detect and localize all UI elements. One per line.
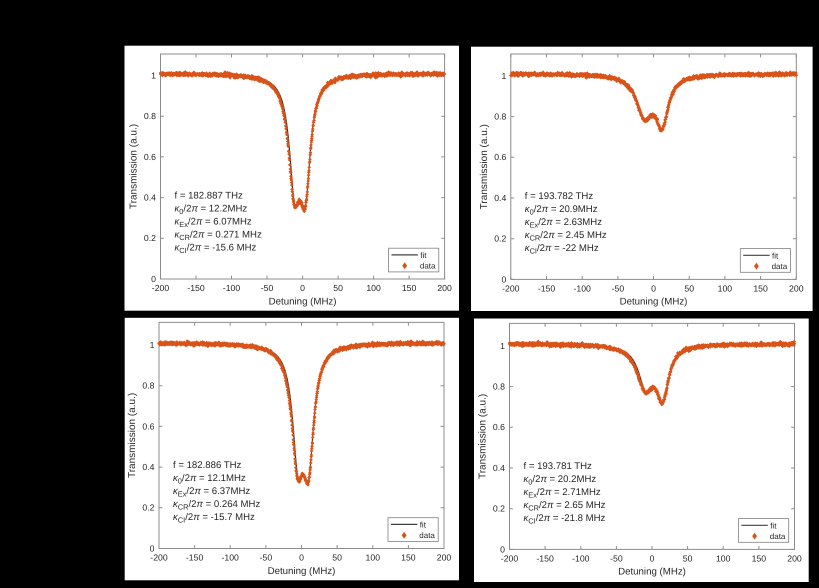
svg-text:-150: -150 (536, 553, 554, 563)
svg-text:Transmission (a.u.): Transmission (a.u.) (127, 393, 138, 478)
svg-text:-200: -200 (502, 283, 520, 293)
svg-text:100: 100 (366, 283, 381, 293)
svg-text:data: data (419, 531, 435, 540)
svg-text:fit: fit (420, 520, 427, 529)
svg-text:Detuning (MHz): Detuning (MHz) (618, 567, 686, 578)
svg-text:-50: -50 (610, 553, 623, 563)
svg-text:0: 0 (500, 544, 505, 554)
svg-text:-100: -100 (574, 283, 592, 293)
svg-text:-100: -100 (572, 553, 590, 563)
svg-text:-200: -200 (150, 553, 168, 563)
svg-text:0.6: 0.6 (494, 152, 506, 162)
svg-text:κCI/2π = -22 MHz: κCI/2π = -22 MHz (525, 243, 599, 256)
svg-text:0: 0 (151, 274, 156, 284)
svg-text:Transmission (a.u.): Transmission (a.u.) (479, 124, 490, 209)
svg-text:50: 50 (684, 283, 694, 293)
svg-text:0.4: 0.4 (494, 193, 506, 203)
svg-text:0.8: 0.8 (144, 111, 156, 121)
svg-text:100: 100 (716, 553, 731, 563)
svg-text:data: data (772, 262, 788, 271)
svg-text:κ0/2π = 12.1MHz: κ0/2π = 12.1MHz (173, 473, 246, 486)
svg-text:κEx/2π = 2.63MHz: κEx/2π = 2.63MHz (525, 217, 602, 230)
svg-text:data: data (420, 262, 436, 271)
svg-text:κ0/2π = 12.2MHz: κ0/2π = 12.2MHz (175, 204, 248, 217)
svg-text:f = 182.886 THz: f = 182.886 THz (173, 460, 242, 471)
svg-text:-200: -200 (501, 553, 519, 563)
svg-text:0.2: 0.2 (494, 234, 506, 244)
svg-text:150: 150 (753, 283, 768, 293)
svg-text:-50: -50 (612, 283, 625, 293)
svg-text:0.6: 0.6 (142, 421, 154, 431)
svg-text:0.6: 0.6 (144, 152, 156, 162)
svg-text:50: 50 (333, 283, 343, 293)
svg-text:0.2: 0.2 (493, 504, 505, 514)
svg-text:f = 193.781 THz: f = 193.781 THz (524, 461, 593, 472)
svg-text:κEx/2π = 6.37MHz: κEx/2π = 6.37MHz (173, 486, 250, 499)
svg-text:1: 1 (151, 70, 156, 80)
svg-text:Detuning (MHz): Detuning (MHz) (620, 297, 688, 308)
svg-text:0.2: 0.2 (144, 233, 156, 243)
svg-text:200: 200 (437, 553, 452, 563)
svg-text:-150: -150 (187, 283, 205, 293)
svg-text:1: 1 (501, 71, 506, 81)
svg-text:50: 50 (683, 553, 693, 563)
svg-text:100: 100 (366, 553, 381, 563)
svg-text:κCI/2π = -15.7 MHz: κCI/2π = -15.7 MHz (173, 512, 255, 525)
svg-text:150: 150 (752, 553, 767, 563)
svg-text:Detuning (MHz): Detuning (MHz) (269, 296, 337, 307)
svg-text:0.8: 0.8 (142, 381, 154, 391)
svg-text:1: 1 (500, 341, 505, 351)
svg-text:κEx/2π = 2.71MHz: κEx/2π = 2.71MHz (524, 487, 601, 500)
svg-text:0.2: 0.2 (142, 503, 154, 513)
svg-text:200: 200 (789, 283, 804, 293)
svg-text:0.8: 0.8 (493, 382, 505, 392)
svg-text:κ0/2π = 20.2MHz: κ0/2π = 20.2MHz (524, 474, 597, 487)
svg-text:-100: -100 (222, 553, 240, 563)
svg-text:1: 1 (150, 340, 155, 350)
svg-text:κCI/2π = -21.8 MHz: κCI/2π = -21.8 MHz (524, 513, 606, 526)
svg-text:200: 200 (437, 283, 452, 293)
svg-text:-50: -50 (260, 553, 273, 563)
svg-text:κCR/2π = 2.65 MHz: κCR/2π = 2.65 MHz (524, 500, 606, 513)
svg-text:κCR/2π = 0.271 MHz: κCR/2π = 0.271 MHz (175, 230, 262, 243)
svg-text:0: 0 (501, 274, 506, 284)
svg-text:κCR/2π = 0.264 MHz: κCR/2π = 0.264 MHz (173, 499, 260, 512)
svg-text:Detuning (MHz): Detuning (MHz) (268, 566, 336, 577)
svg-text:-150: -150 (186, 553, 204, 563)
svg-text:Transmission (a.u.): Transmission (a.u.) (478, 394, 489, 479)
svg-text:0: 0 (299, 553, 304, 563)
svg-text:0.4: 0.4 (142, 462, 154, 472)
svg-text:Transmission (a.u.): Transmission (a.u.) (129, 124, 140, 209)
svg-text:κCI/2π = -15.6 MHz: κCI/2π = -15.6 MHz (175, 243, 257, 256)
svg-text:150: 150 (402, 283, 417, 293)
svg-text:0.6: 0.6 (493, 422, 505, 432)
svg-text:0.4: 0.4 (493, 463, 505, 473)
svg-text:50: 50 (332, 553, 342, 563)
svg-text:f = 193.782 THz: f = 193.782 THz (525, 191, 594, 202)
svg-text:0: 0 (150, 543, 155, 553)
svg-text:data: data (770, 532, 786, 541)
svg-text:200: 200 (787, 553, 802, 563)
svg-text:0.4: 0.4 (144, 193, 156, 203)
svg-text:-200: -200 (152, 283, 170, 293)
svg-text:f = 182.887 THz: f = 182.887 THz (175, 191, 244, 202)
svg-text:0: 0 (650, 553, 655, 563)
svg-text:fit: fit (420, 251, 427, 260)
svg-text:fit: fit (772, 251, 779, 260)
svg-text:-100: -100 (223, 283, 241, 293)
svg-text:0.8: 0.8 (494, 112, 506, 122)
svg-text:fit: fit (770, 521, 777, 530)
svg-text:150: 150 (401, 553, 416, 563)
svg-text:κ0/2π = 20.9MHz: κ0/2π = 20.9MHz (525, 204, 598, 217)
svg-text:κCR/2π = 2.45 MHz: κCR/2π = 2.45 MHz (525, 230, 607, 243)
svg-text:-150: -150 (538, 283, 556, 293)
svg-text:0: 0 (651, 283, 656, 293)
svg-text:100: 100 (718, 283, 733, 293)
svg-text:0: 0 (300, 283, 305, 293)
svg-text:-50: -50 (261, 283, 274, 293)
svg-text:κEx/2π = 6.07MHz: κEx/2π = 6.07MHz (175, 217, 252, 230)
